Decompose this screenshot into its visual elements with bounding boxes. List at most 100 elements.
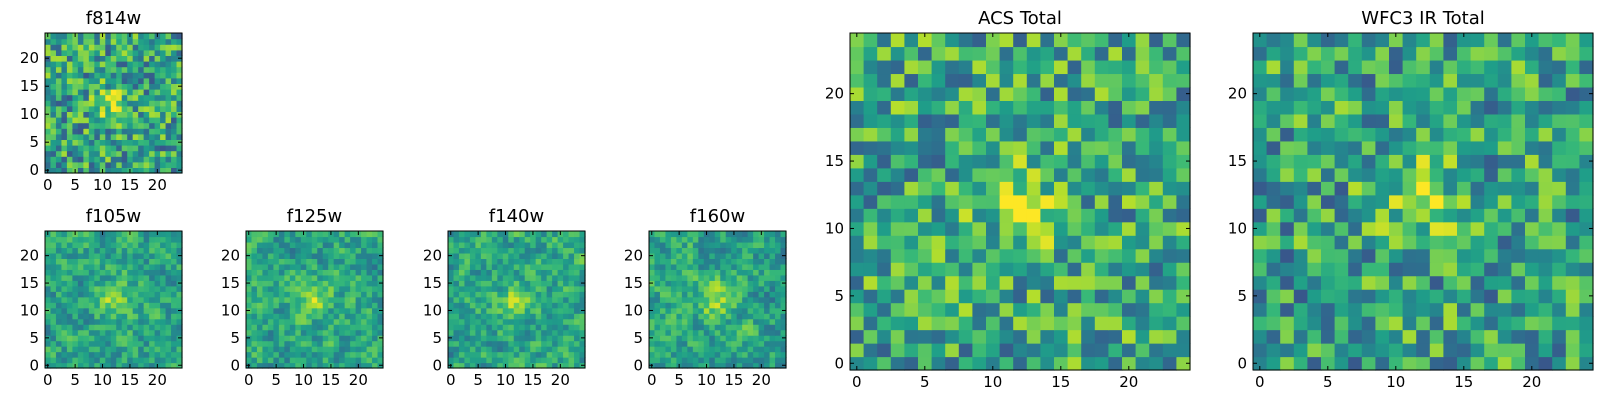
- heatmap-cell: [94, 236, 101, 243]
- heatmap-cell: [1280, 289, 1295, 304]
- heatmap-cell: [61, 263, 68, 270]
- heatmap-cell: [143, 346, 150, 353]
- heatmap-cell: [1266, 127, 1281, 142]
- heatmap-cell: [1348, 100, 1363, 115]
- heatmap-cell: [753, 291, 760, 298]
- heatmap-cell: [552, 307, 559, 314]
- heatmap-cell: [143, 33, 150, 40]
- heatmap-cell: [322, 269, 329, 276]
- heatmap-cell: [758, 236, 765, 243]
- heatmap-cell: [568, 318, 575, 325]
- y-tick-label: 15: [221, 274, 240, 292]
- heatmap-cell: [563, 313, 570, 320]
- heatmap-cell: [50, 49, 57, 56]
- heatmap-cell: [361, 307, 368, 314]
- heatmap-cell: [508, 335, 515, 342]
- heatmap-cell: [355, 357, 362, 364]
- heatmap-cell: [132, 247, 139, 254]
- heatmap-cell: [88, 285, 95, 292]
- heatmap-cell: [469, 302, 476, 309]
- heatmap-cell: [1122, 329, 1137, 344]
- heatmap-cell: [1416, 289, 1431, 304]
- heatmap-cell: [1579, 86, 1594, 101]
- heatmap-cell: [1094, 194, 1109, 209]
- heatmap-cell: [251, 269, 258, 276]
- heatmap-cell: [110, 44, 117, 51]
- heatmap-cell: [45, 100, 52, 107]
- heatmap-cell: [77, 55, 84, 62]
- heatmap-cell: [958, 302, 973, 317]
- heatmap-cell: [513, 329, 520, 336]
- heatmap-cell: [246, 346, 253, 353]
- heatmap-cell: [88, 351, 95, 358]
- heatmap-cell: [1176, 167, 1191, 182]
- heatmap-cell: [1054, 113, 1069, 128]
- heatmap-cell: [764, 335, 771, 342]
- heatmap-cell: [972, 167, 987, 182]
- heatmap-cell: [1348, 86, 1363, 101]
- y-tick-label: 15: [624, 274, 643, 292]
- heatmap-cell: [709, 285, 716, 292]
- heatmap-cell: [508, 340, 515, 347]
- heatmap-cell: [649, 346, 656, 353]
- x-tick-label: 20: [148, 176, 167, 194]
- heatmap-cell: [284, 346, 291, 353]
- heatmap-cell: [50, 72, 57, 79]
- heatmap-cell: [300, 346, 307, 353]
- heatmap-cell: [160, 340, 167, 347]
- heatmap-cell: [154, 313, 161, 320]
- heatmap-cell: [877, 329, 892, 344]
- heatmap-cell: [262, 241, 269, 249]
- heatmap-cell: [160, 247, 167, 254]
- heatmap-cell: [469, 258, 476, 265]
- heatmap-cell: [659, 285, 667, 292]
- heatmap-cell: [149, 296, 156, 303]
- heatmap-cell: [687, 335, 694, 342]
- heatmap-cell: [94, 313, 101, 320]
- heatmap-cell: [753, 335, 760, 342]
- heatmap-cell: [143, 231, 150, 238]
- heatmap-cell: [486, 274, 493, 281]
- heatmap-cell: [486, 307, 493, 314]
- heatmap-cell: [1538, 248, 1553, 263]
- heatmap-cell: [61, 357, 68, 364]
- heatmap-cell: [1443, 262, 1458, 277]
- heatmap-cell: [1321, 343, 1336, 358]
- heatmap-cell: [306, 324, 313, 331]
- heatmap-cell: [110, 38, 117, 45]
- heatmap-cell: [654, 285, 661, 292]
- heatmap-cell: [77, 362, 84, 369]
- heatmap-cell: [1579, 275, 1594, 290]
- heatmap-cell: [1443, 86, 1458, 101]
- heatmap-cell: [1026, 262, 1041, 277]
- heatmap-cell: [546, 231, 553, 238]
- heatmap-cell: [1497, 275, 1512, 290]
- heatmap-cell: [725, 318, 732, 325]
- heatmap-cell: [670, 357, 677, 364]
- heatmap-cell: [546, 291, 553, 298]
- heatmap-cell: [775, 346, 782, 353]
- heatmap-cell: [176, 117, 183, 124]
- heatmap-cell: [176, 357, 183, 364]
- heatmap-cell: [171, 351, 178, 358]
- heatmap-cell: [110, 296, 117, 303]
- heatmap-cell: [469, 329, 476, 336]
- heatmap-cell: [698, 291, 705, 298]
- heatmap-cell: [931, 127, 946, 142]
- heatmap-cell: [890, 113, 905, 128]
- heatmap-cell: [333, 307, 340, 314]
- heatmap-cell: [94, 351, 101, 358]
- heatmap-cell: [88, 167, 95, 174]
- heatmap-cell: [154, 145, 161, 152]
- heatmap-cell: [1108, 343, 1123, 358]
- heatmap-cell: [1307, 343, 1322, 358]
- heatmap-cell: [1149, 33, 1164, 48]
- heatmap-cell: [149, 89, 156, 96]
- heatmap-cell: [1511, 235, 1526, 250]
- heatmap-cell: [121, 55, 128, 62]
- heatmap-cell: [149, 105, 156, 112]
- heatmap-cell: [154, 324, 161, 331]
- heatmap-cell: [1280, 86, 1295, 101]
- heatmap-cell: [72, 105, 79, 112]
- heatmap-cell: [709, 324, 716, 331]
